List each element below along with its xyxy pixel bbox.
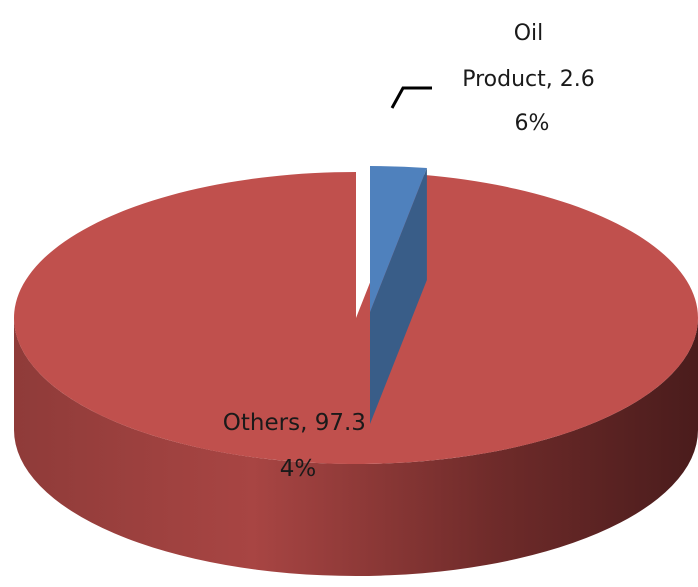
oil-product-label-line-3: 6%: [515, 111, 550, 136]
oil-product-leader-line: [390, 86, 432, 109]
others-data-label: Others, 97.3 4%: [223, 410, 373, 482]
others-label-line-2: 4%: [280, 456, 317, 482]
others-label-line-1: Others, 97.3: [223, 410, 366, 436]
pie-slices: [14, 166, 698, 576]
slice-others-side: [14, 318, 698, 576]
slice-others: [14, 172, 698, 576]
oil-product-label-line-2: Product, 2.6: [462, 67, 595, 92]
slice-others-top: [14, 172, 698, 464]
oil-product-data-label: Oil Product, 2.6 6%: [462, 21, 602, 136]
slice-oil-product: [370, 166, 427, 424]
pie-labels: Oil Product, 2.6 6% Others, 97.3 4%: [223, 21, 602, 482]
slice-oil-product-cut-face: [370, 168, 427, 424]
slice-oil-product-top: [370, 166, 427, 312]
oil-product-label-line-1: Oil: [514, 21, 544, 46]
